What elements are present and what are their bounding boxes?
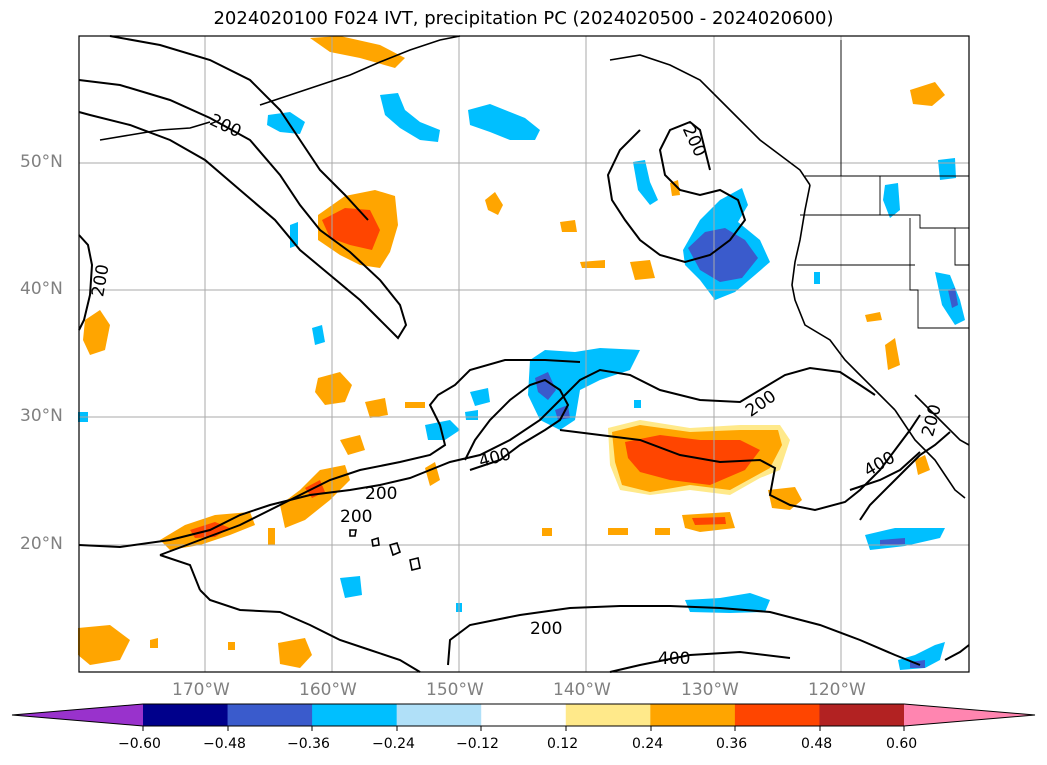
map-title: 2024020100 F024 IVT, precipitation PC (2…	[213, 8, 834, 29]
colorbar-tick-label: 0.12	[547, 736, 579, 752]
borders	[797, 40, 969, 329]
colorbar-extend-low	[12, 704, 143, 726]
colorbar-cell	[819, 704, 905, 726]
colorbar-cell	[481, 704, 567, 726]
lon-label-150w: 150°W	[426, 680, 484, 700]
colorbar-tick-label: −0.60	[118, 736, 161, 752]
lon-label-160w: 160°W	[299, 680, 357, 700]
colorbar-extend-high	[904, 704, 1035, 726]
contour-label: 200	[340, 507, 372, 527]
coastlines	[99, 35, 970, 571]
lat-label-50n: 50°N	[20, 152, 63, 172]
colorbar-tick-label: 0.48	[801, 736, 833, 752]
contour-label: 200	[530, 619, 562, 639]
contour-label: 400	[658, 649, 690, 669]
colorbar	[11, 703, 1036, 731]
lon-label-140w: 140°W	[553, 680, 611, 700]
graticule	[79, 36, 969, 672]
colorbar-cell	[734, 704, 820, 726]
colorbar-cell	[565, 704, 651, 726]
colorbar-cell	[227, 704, 313, 726]
lat-label-20n: 20°N	[20, 534, 63, 554]
colorbar-tick-label: −0.24	[372, 736, 415, 752]
colorbar-tick-label: 0.36	[716, 736, 748, 752]
lon-label-120w: 120°W	[808, 680, 866, 700]
precip-anomaly-layer	[78, 36, 965, 670]
colorbar-cell	[396, 704, 482, 726]
map-border	[78, 35, 970, 673]
colorbar-tick-label: 0.24	[632, 736, 664, 752]
lon-label-170w: 170°W	[172, 680, 230, 700]
lon-label-130w: 130°W	[681, 680, 739, 700]
contour-label: 200	[365, 484, 397, 504]
colorbar-tick-label: −0.12	[456, 736, 499, 752]
lat-label-40n: 40°N	[20, 279, 63, 299]
colorbar-cell	[143, 704, 229, 726]
lat-label-30n: 30°N	[20, 406, 63, 426]
colorbar-cell	[312, 704, 398, 726]
colorbar-cell	[650, 704, 736, 726]
ivt-contours	[78, 35, 970, 673]
colorbar-tick-label: −0.36	[287, 736, 330, 752]
colorbar-tick-label: 0.60	[886, 736, 918, 752]
colorbar-tick-label: −0.48	[203, 736, 246, 752]
